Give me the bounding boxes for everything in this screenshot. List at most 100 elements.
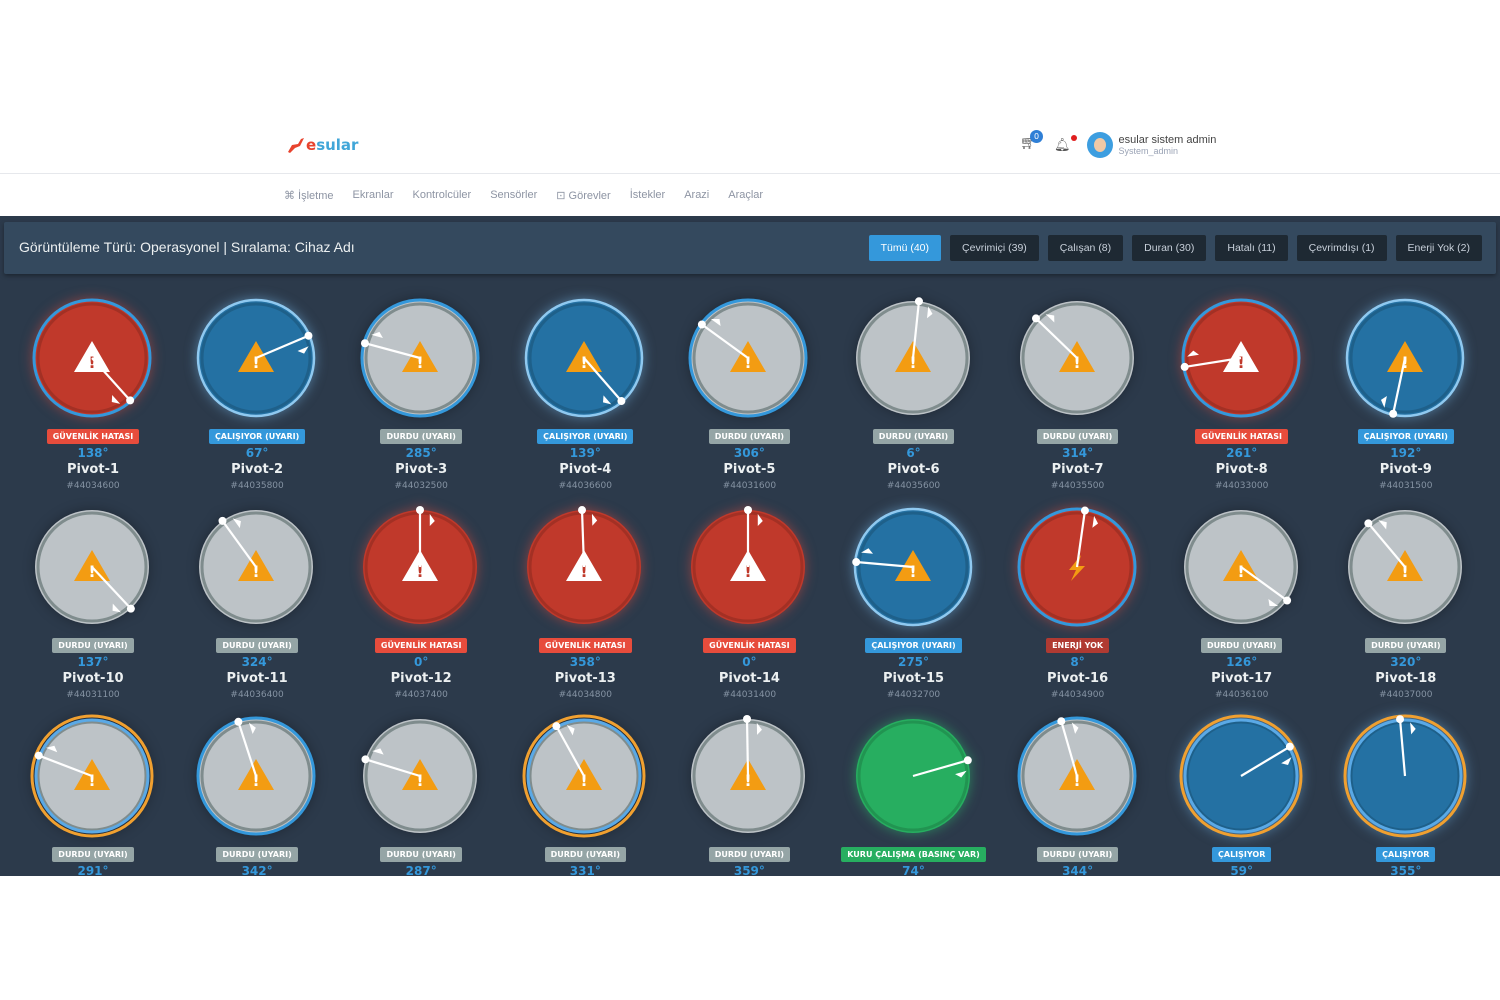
pivot-card[interactable]: ! DURDU (UYARI) 342° (177, 712, 337, 876)
pivot-card[interactable]: ! GÜVENLİK HATASI 0° Pivot-12 #44037400 (341, 503, 501, 700)
direction-arrow-icon (757, 722, 763, 735)
cart-button[interactable]: 🛒︎ 0 (1020, 130, 1043, 154)
pivot-gauge[interactable]: ! (684, 712, 814, 842)
nav-arazi[interactable]: Arazi (684, 189, 710, 201)
pivot-gauge[interactable]: ! (849, 294, 979, 424)
status-badge: ENERJİ YOK (1046, 638, 1110, 653)
pivot-gauge[interactable]: ! (1341, 294, 1471, 424)
filter-stopped[interactable]: Duran (30) (1132, 235, 1207, 261)
pivot-gauge[interactable]: ! (356, 712, 486, 842)
user-menu[interactable]: esular sistem admin System_admin (1119, 134, 1217, 156)
filter-no-power[interactable]: Enerji Yok (2) (1395, 235, 1482, 261)
nav-istekler[interactable]: İstekler (629, 189, 666, 201)
nav-gorevler[interactable]: ⊡ Görevler (556, 189, 611, 202)
arm-end (963, 756, 972, 765)
filter-all[interactable]: Tümü (40) (868, 235, 942, 261)
pivot-arm (255, 334, 309, 360)
pivot-gauge[interactable]: ! (520, 503, 650, 633)
nav-ekranlar[interactable]: Ekranlar (352, 189, 394, 201)
nav-kontrolculer[interactable]: Kontrolcüler (412, 189, 472, 201)
pivot-card[interactable]: ! GÜVENLİK HATASI 138° Pivot-1 #44034600 (13, 294, 173, 491)
pivot-gauge[interactable]: ! (1013, 294, 1143, 424)
pivot-card[interactable]: ! DURDU (UYARI) 320° Pivot-18 #44037000 (1326, 503, 1486, 700)
nav-sensorler[interactable]: Sensörler (490, 189, 538, 201)
pivot-gauge[interactable]: ! (684, 294, 814, 424)
pivot-arm (581, 509, 586, 568)
filter-running[interactable]: Çalışan (8) (1047, 235, 1124, 261)
pivot-angle: 0° (414, 655, 429, 669)
pivot-gauge[interactable]: ! (192, 503, 322, 633)
pivot-card[interactable]: ! DURDU (UYARI) 137° Pivot-10 #44031100 (13, 503, 173, 700)
arm-end (1282, 596, 1291, 605)
pivot-card[interactable]: ! ÇALIŞIYOR (UYARI) 192° Pivot-9 #440315… (1326, 294, 1486, 491)
pivot-gauge[interactable]: ! (28, 712, 158, 842)
pivot-card[interactable]: ! DURDU (UYARI) 126° Pivot-17 #44036100 (1162, 503, 1322, 700)
pivot-card[interactable]: ! DURDU (UYARI) 331° (505, 712, 665, 876)
pivot-card[interactable]: ! ÇALIŞIYOR (UYARI) 275° Pivot-15 #44032… (834, 503, 994, 700)
avatar[interactable] (1086, 132, 1113, 158)
nav-araclar[interactable]: Araçlar (728, 189, 764, 201)
pivot-card[interactable]: ENERJİ YOK 8° Pivot-16 #44034900 (998, 503, 1158, 700)
pivot-card[interactable]: ! DURDU (UYARI) 6° Pivot-6 #44035600 (834, 294, 994, 491)
warning-icon: ! (238, 341, 275, 372)
pivot-gauge[interactable]: ! (192, 294, 322, 424)
svg-text:!: ! (909, 562, 916, 581)
pivot-gauge[interactable]: ! (356, 503, 486, 633)
pivot-gauge[interactable] (1013, 503, 1143, 633)
status-badge: GÜVENLİK HATASI (539, 638, 632, 653)
pivot-gauge[interactable]: ! (356, 294, 486, 424)
pivot-card[interactable]: KURU ÇALIŞMA (BASINÇ VAR) 74° (834, 712, 994, 876)
pivot-card[interactable]: ! DURDU (UYARI) 359° (669, 712, 829, 876)
status-badge: DURDU (UYARI) (1365, 638, 1447, 653)
pivot-card[interactable]: ÇALIŞIYOR 355° (1326, 712, 1486, 876)
direction-arrow-icon (111, 394, 121, 404)
pivot-gauge[interactable]: ! (684, 503, 814, 633)
pivot-gauge[interactable]: ! (28, 503, 158, 633)
filter-online[interactable]: Çevrimiçi (39) (950, 235, 1039, 261)
pivot-card[interactable]: ! DURDU (UYARI) 285° Pivot-3 #44032500 (341, 294, 501, 491)
pivot-gauge[interactable]: ! (28, 294, 158, 424)
pivot-angle: 137° (77, 655, 109, 669)
pivot-card[interactable]: ! GÜVENLİK HATASI 261° Pivot-8 #44033000 (1162, 294, 1322, 491)
pivot-gauge[interactable]: ! (192, 712, 322, 842)
pivot-angle: 342° (241, 864, 273, 876)
pivot-card[interactable]: ! DURDU (UYARI) 344° (998, 712, 1158, 876)
pivot-card[interactable]: ! DURDU (UYARI) 314° Pivot-7 #44035500 (998, 294, 1158, 491)
pivot-gauge[interactable]: ! (1013, 712, 1143, 842)
pivot-card[interactable]: ! DURDU (UYARI) 291° (13, 712, 173, 876)
pivot-card[interactable]: ! ÇALIŞIYOR (UYARI) 139° Pivot-4 #440366… (505, 294, 665, 491)
pivot-card[interactable]: ! DURDU (UYARI) 287° (341, 712, 501, 876)
user-area: 🛒︎ 0 🔔︎ esular sistem admin System_admin (1020, 130, 1217, 158)
pivot-gauge[interactable] (849, 712, 979, 842)
pivot-id: #44035800 (230, 481, 284, 491)
pivot-card[interactable]: ! GÜVENLİK HATASI 358° Pivot-13 #4403480… (505, 503, 665, 700)
svg-text:!: ! (1073, 771, 1080, 790)
notifications-button[interactable]: 🔔︎ (1054, 134, 1077, 153)
direction-arrow-icon (954, 770, 967, 778)
pivot-angle: 331° (569, 864, 601, 876)
logo-text-sular: sular (316, 136, 359, 154)
pivot-gauge[interactable]: ! (1177, 503, 1307, 633)
pivot-card[interactable]: ! DURDU (UYARI) 324° Pivot-11 #44036400 (177, 503, 337, 700)
pivot-gauge[interactable]: ! (1341, 503, 1471, 633)
filter-faulty[interactable]: Hatalı (11) (1215, 235, 1288, 261)
pivot-gauge[interactable] (1341, 712, 1471, 842)
pivot-arm (1240, 566, 1288, 602)
pivot-gauge[interactable]: ! (520, 712, 650, 842)
pivot-gauge[interactable]: ! (1177, 294, 1307, 424)
brand-logo[interactable]: e sular (286, 136, 358, 154)
pivot-card[interactable]: ! DURDU (UYARI) 306° Pivot-5 #44031600 (669, 294, 829, 491)
pivot-card[interactable]: ! GÜVENLİK HATASI 0° Pivot-14 #44031400 (669, 503, 829, 700)
pivot-card[interactable]: ÇALIŞIYOR 59° (1162, 712, 1322, 876)
pivot-gauge[interactable]: ! (520, 294, 650, 424)
user-role: System_admin (1118, 146, 1179, 156)
pivot-id: #44034800 (558, 690, 612, 700)
nav-isletme[interactable]: ⌘ İşletme (284, 189, 334, 202)
svg-text:!: ! (252, 562, 259, 581)
pivot-card[interactable]: ! ÇALIŞIYOR (UYARI) 67° Pivot-2 #4403580… (177, 294, 337, 491)
filter-offline[interactable]: Çevrimdışı (1) (1296, 235, 1387, 261)
status-badge: ÇALIŞIYOR (UYARI) (537, 429, 634, 444)
pivot-gauge[interactable]: ! (849, 503, 979, 633)
arm-end (34, 751, 43, 760)
pivot-gauge[interactable] (1177, 712, 1307, 842)
